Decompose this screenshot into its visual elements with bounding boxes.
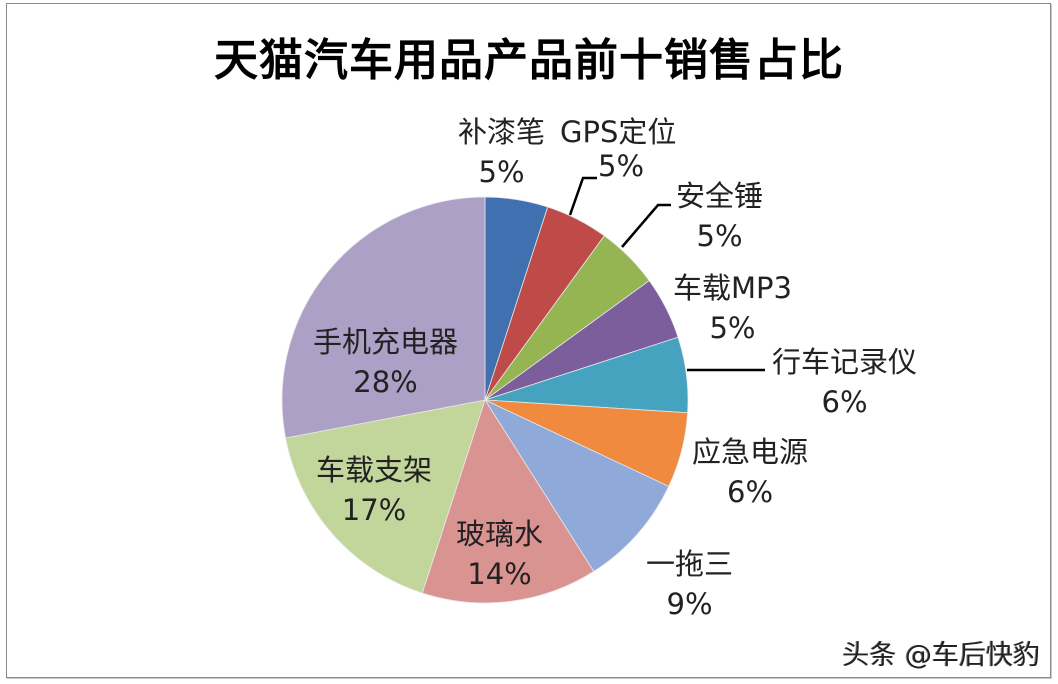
- pie-slice: [285, 399, 486, 594]
- pie-slice: [421, 399, 595, 604]
- chart-title: 天猫汽车用品产品前十销售占比: [214, 35, 844, 86]
- pie-slice: [483, 399, 670, 572]
- label-dashcam: 行车记录仪 6%: [772, 345, 918, 419]
- leader-line-safety-hammer: [621, 203, 671, 248]
- label-emergency-power: 应急电源 6%: [692, 435, 809, 509]
- label-car-mp3: 车载MP3 5%: [673, 271, 792, 345]
- label-car-mount: 车载支架 17%: [316, 453, 433, 527]
- label-one-to-three: 一拖三 9%: [646, 547, 734, 621]
- label-glass-water: 玻璃水 14%: [456, 517, 544, 591]
- leader-lines: [568, 176, 765, 372]
- label-gps: GPS定位 5%: [560, 115, 677, 183]
- label-touch-up-pen: 补漆笔 5%: [458, 115, 546, 189]
- pie-slice: [281, 196, 486, 439]
- label-safety-hammer: 安全锤 5%: [676, 179, 764, 253]
- leader-line-gps: [568, 176, 597, 216]
- pie-slices: [281, 196, 689, 604]
- watermark: 头条 @车后快豹: [842, 640, 1040, 671]
- label-phone-charger: 手机充电器 28%: [313, 325, 459, 399]
